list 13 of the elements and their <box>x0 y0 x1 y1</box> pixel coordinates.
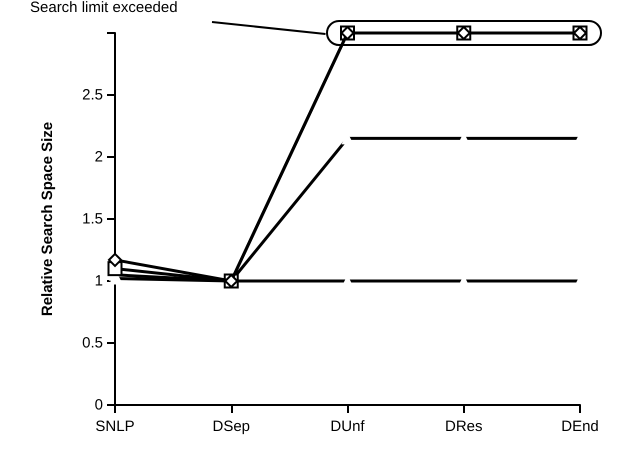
x-tick-label: DRes <box>444 418 483 435</box>
text: Search limit exceeded <box>30 0 178 16</box>
y-axis-title: Relative Search Space Size <box>39 122 56 316</box>
x-tick-label: SNLP <box>95 418 135 435</box>
y-tick-label: 2 <box>94 148 103 166</box>
y-tick-label: 1 <box>94 272 103 290</box>
x-tick-label: DEnd <box>561 418 599 435</box>
x-tick-label: DUnf <box>330 418 366 435</box>
y-tick-label: 0 <box>94 396 103 414</box>
x-tick-label: DSep <box>212 418 250 435</box>
y-tick-label: 2.5 <box>82 86 103 104</box>
y-tick-label: 1.5 <box>82 210 103 228</box>
y-tick-label: 0.5 <box>82 334 103 352</box>
